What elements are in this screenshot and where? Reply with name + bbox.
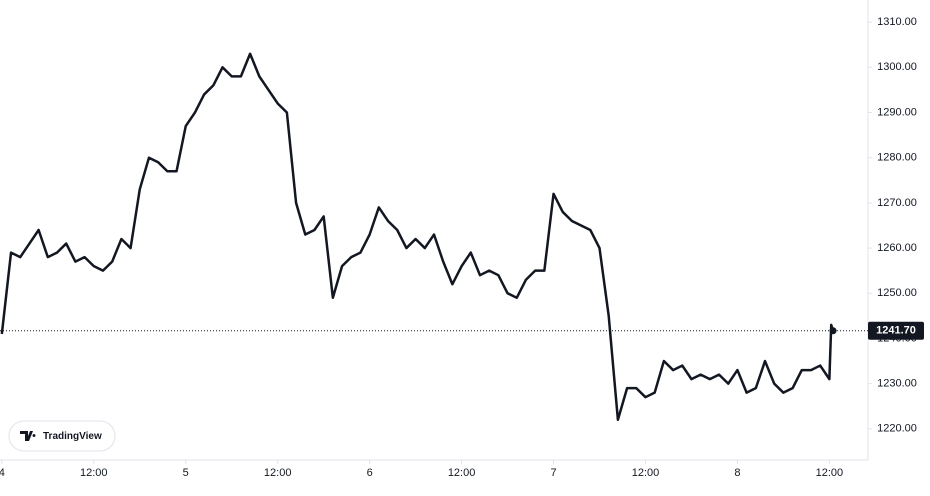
y-tick-label: 1270.00 xyxy=(877,197,917,209)
y-tick-label: 1310.00 xyxy=(877,16,917,28)
logo-text: TradingView xyxy=(43,431,102,442)
x-tick-label: 6 xyxy=(367,467,373,479)
y-tick-label: 1290.00 xyxy=(877,106,917,118)
x-tick-label: 7 xyxy=(550,467,556,479)
logo-icon xyxy=(20,431,36,441)
last-price-badge xyxy=(868,321,924,340)
x-tick-label: 12:00 xyxy=(632,467,660,479)
x-tick-label: 4 xyxy=(0,467,5,479)
y-tick-label: 1260.00 xyxy=(877,242,917,254)
last-price-label: 1241.70 xyxy=(876,325,916,337)
x-tick-label: 12:00 xyxy=(80,467,108,479)
y-tick-label: 1300.00 xyxy=(877,61,917,73)
logo-badge[interactable] xyxy=(8,420,116,452)
price-line xyxy=(0,52,835,422)
x-tick-label: 8 xyxy=(734,467,740,479)
last-point xyxy=(829,327,837,335)
x-tick-label: 12:00 xyxy=(816,467,844,479)
y-tick-label: 1230.00 xyxy=(877,378,917,390)
y-tick-label: 1220.00 xyxy=(877,423,917,435)
logo[interactable]: TradingView xyxy=(8,420,116,452)
x-tick-label: 12:00 xyxy=(448,467,476,479)
x-tick-label: 5 xyxy=(183,467,189,479)
y-tick-label: 1250.00 xyxy=(877,287,917,299)
x-tick-label: 12:00 xyxy=(264,467,292,479)
y-tick-label: 1280.00 xyxy=(877,152,917,164)
